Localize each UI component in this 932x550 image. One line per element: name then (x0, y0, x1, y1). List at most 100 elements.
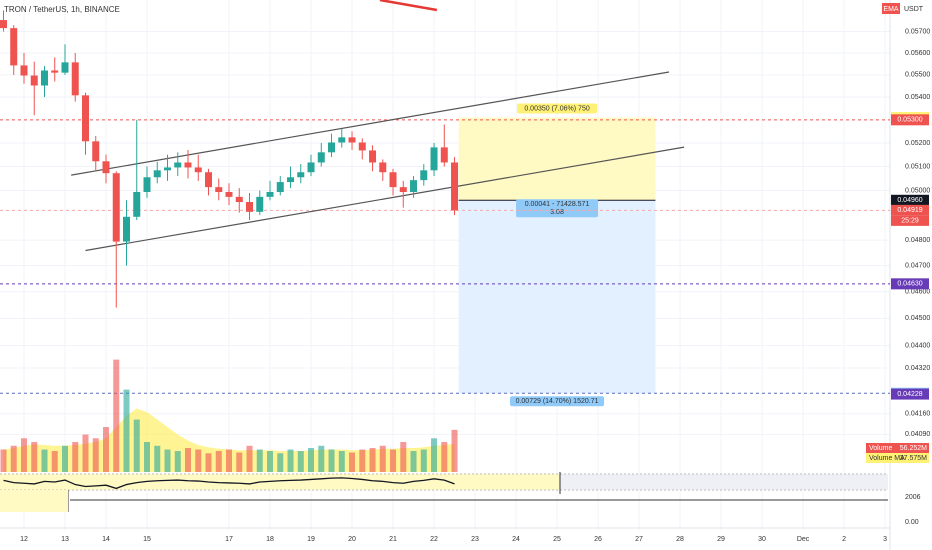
volume-bar (154, 445, 161, 472)
stop-zone (458, 200, 656, 394)
badge[interactable]: EMA (883, 6, 899, 13)
candle-body (102, 161, 110, 174)
volume-bar (410, 451, 417, 472)
volume-legend-bg (866, 453, 929, 463)
candle-body (266, 191, 274, 197)
price-label-bg (891, 278, 929, 290)
y-tick-label: 0.05500 (905, 72, 930, 79)
x-tick-label: 20 (348, 536, 356, 543)
ratio-label: 3.08 (550, 209, 564, 216)
volume-bar (226, 449, 233, 472)
volume-bar (195, 449, 202, 472)
volume-bar (338, 451, 345, 472)
volume-bar (246, 445, 253, 472)
candle-body (40, 70, 48, 86)
x-tick-label: 17 (225, 536, 233, 543)
trend-line (379, 0, 438, 12)
candle-body (10, 28, 18, 66)
osc-tick: 2006 (905, 494, 921, 501)
x-tick-label: 22 (430, 536, 438, 543)
candle-body (215, 187, 223, 192)
y-tick-label: 0.04500 (905, 315, 930, 322)
volume-bar (379, 445, 386, 472)
x-tick-label: 23 (471, 536, 479, 543)
price-label: 0.04228 (897, 391, 922, 398)
price-label: 0.05300 (897, 117, 922, 124)
volume-bar (82, 434, 89, 472)
volume-bar (420, 449, 427, 472)
volume-legend-value: 37.575M (900, 455, 927, 462)
y-tick-label: 0.04160 (905, 411, 930, 418)
candle-body (420, 170, 428, 181)
candle-body (164, 167, 172, 171)
volume-bar (72, 442, 79, 472)
candle-body (225, 191, 233, 197)
volume-bar (0, 449, 7, 472)
x-tick-label: 24 (512, 536, 520, 543)
y-tick-label: 0.04320 (905, 365, 930, 372)
volume-bar (31, 442, 38, 472)
candle-body (92, 141, 100, 162)
candle-body (235, 196, 243, 203)
position-label-bg (517, 103, 598, 114)
volume-bar (113, 359, 120, 472)
volume-bar (349, 452, 356, 472)
candle-body (430, 147, 438, 171)
candle-body (276, 182, 284, 192)
volume-bar (318, 445, 325, 472)
x-tick-label: 27 (635, 536, 643, 543)
candle-body (71, 62, 79, 96)
price-label-bg (891, 388, 929, 400)
candle-body (174, 162, 182, 168)
rsi-band-future (560, 474, 888, 490)
volume-bar (10, 445, 17, 472)
candle-body (410, 180, 418, 192)
volume-bar (400, 442, 407, 472)
candle-body (287, 177, 295, 183)
y-tick-label: 0.04400 (905, 343, 930, 350)
target-label: 0.00350 (7.06%) 750 (524, 105, 589, 112)
currency: USDT (904, 6, 924, 13)
x-tick-label: 18 (266, 536, 274, 543)
volume-legend-name: Volume (869, 445, 892, 452)
badge-bg[interactable] (882, 3, 900, 14)
volume-bar (164, 449, 171, 472)
x-tick-label: 14 (102, 536, 110, 543)
x-tick-label: 19 (307, 536, 315, 543)
x-tick-label: 28 (676, 536, 684, 543)
volume-bar (390, 449, 397, 472)
x-tick-label: 30 (758, 536, 766, 543)
y-tick-label: 0.04700 (905, 262, 930, 269)
volume-bar (205, 453, 212, 472)
target-zone (458, 117, 656, 201)
candle-body (307, 162, 315, 173)
volume-bar (41, 449, 48, 472)
x-tick-label: 21 (389, 536, 397, 543)
chart-title: TRON / TetherUS, 1h, BINANCE (4, 5, 120, 14)
candle-body (30, 75, 38, 86)
volume-bar (51, 451, 58, 472)
trend-line (85, 146, 685, 252)
y-tick-label: 0.05700 (905, 28, 930, 35)
volume-bar (133, 419, 140, 472)
volume-bar (256, 449, 263, 472)
candle-body (205, 172, 213, 188)
volume-legend-name: Volume MA (869, 455, 905, 462)
rsi-band (0, 474, 560, 490)
x-tick-label: 25 (553, 536, 561, 543)
price-label: 0.04630 (897, 281, 922, 288)
x-tick-label: 15 (143, 536, 151, 543)
candle-body (20, 65, 28, 76)
volume-bar (308, 448, 315, 472)
stop-label: 0.00729 (14.70%) 1520.71 (516, 398, 599, 405)
volume-bar (441, 442, 448, 472)
candle-body (369, 150, 377, 163)
candle-body (81, 95, 89, 142)
x-tick-label: 12 (20, 536, 28, 543)
candle-body (184, 162, 192, 168)
candle-body (389, 172, 397, 188)
candle-body (399, 187, 407, 192)
price-label-bg (891, 204, 929, 216)
volume-bar (369, 448, 376, 472)
